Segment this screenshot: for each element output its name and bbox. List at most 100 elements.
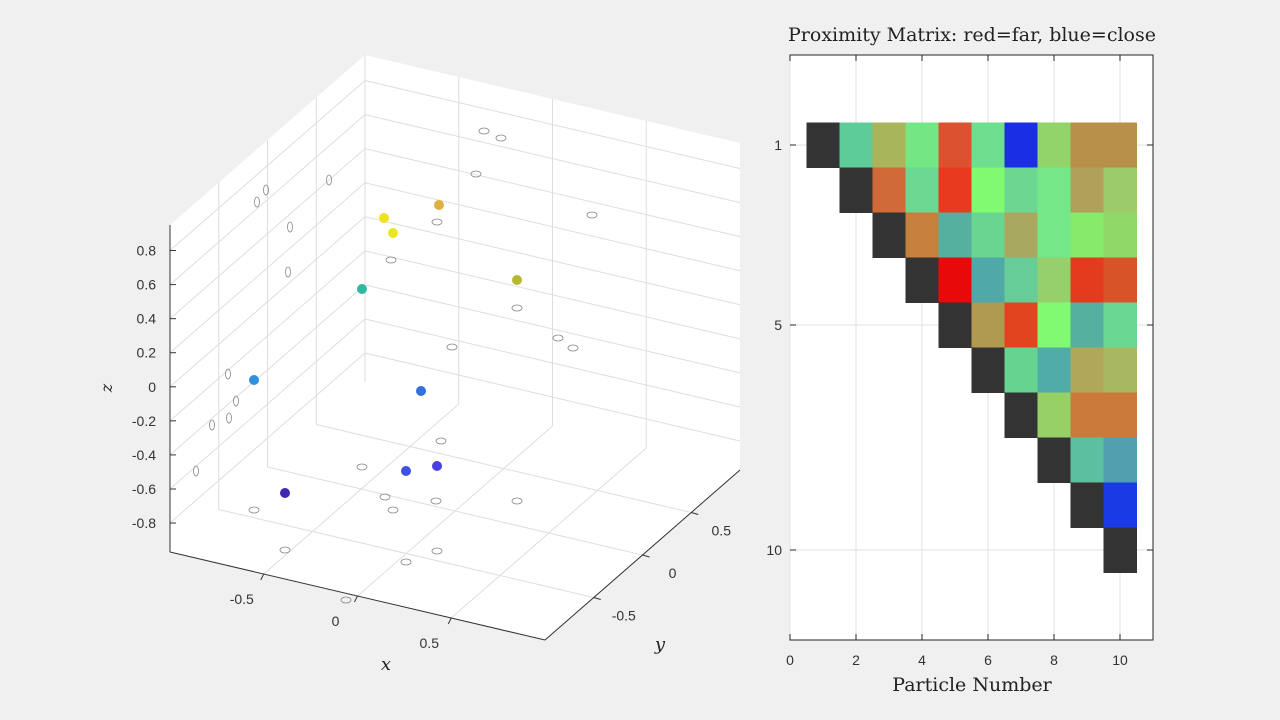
projection-marker bbox=[285, 266, 291, 278]
x-tick-label: 4 bbox=[918, 652, 926, 668]
gridline bbox=[364, 148, 741, 238]
z-tick-label: -0.6 bbox=[132, 481, 156, 497]
gridline bbox=[267, 466, 643, 556]
data-point bbox=[388, 228, 398, 238]
data-point bbox=[249, 375, 259, 385]
projection-marker bbox=[387, 506, 399, 514]
matrix-cell bbox=[1070, 212, 1104, 258]
matrix-cell bbox=[971, 302, 1005, 348]
x-tick bbox=[354, 595, 358, 603]
matrix-cell bbox=[905, 122, 939, 168]
y-tick-label: 0.5 bbox=[712, 523, 732, 539]
y-tick-label: 10 bbox=[766, 542, 782, 558]
matrix-cell bbox=[971, 122, 1005, 168]
projection-marker bbox=[431, 547, 443, 555]
matrix-cell bbox=[971, 257, 1005, 303]
matrix-cell bbox=[1103, 392, 1137, 438]
gridline bbox=[169, 148, 366, 320]
projection-marker bbox=[193, 465, 199, 477]
gridline bbox=[169, 216, 366, 388]
projection-marker bbox=[431, 218, 443, 226]
data-points-3d bbox=[193, 127, 598, 604]
gridline bbox=[169, 114, 366, 285]
projection-marker bbox=[254, 196, 260, 208]
z-tick-label: -0.8 bbox=[132, 515, 156, 531]
z-tick-label: 0.2 bbox=[137, 345, 157, 361]
matrix-cell bbox=[1103, 167, 1137, 213]
y-tick-label: 5 bbox=[774, 317, 782, 333]
y-tick-label: 1 bbox=[774, 137, 782, 153]
gridline bbox=[364, 318, 741, 408]
matrix-cell bbox=[1004, 347, 1038, 393]
heatmap-ticks: 0 2 4 6 8 10 1 5 10 bbox=[766, 55, 1153, 668]
matrix-cell bbox=[1070, 302, 1104, 348]
projection-marker bbox=[552, 334, 564, 342]
gridline bbox=[364, 80, 741, 170]
heatmap-cells bbox=[806, 122, 1137, 573]
projection-marker bbox=[400, 558, 412, 566]
data-point bbox=[416, 386, 426, 396]
projection-marker bbox=[226, 412, 232, 424]
data-point bbox=[512, 275, 522, 285]
matrix-cell bbox=[1103, 347, 1137, 393]
projection-marker bbox=[263, 184, 269, 196]
projection-marker bbox=[470, 170, 482, 178]
y-tick bbox=[691, 512, 699, 515]
matrix-cell bbox=[1037, 392, 1071, 438]
gridline bbox=[169, 250, 366, 422]
matrix-cell bbox=[971, 347, 1005, 393]
data-point bbox=[434, 200, 444, 210]
projection-marker bbox=[511, 497, 523, 505]
matrix-cell bbox=[1037, 347, 1071, 393]
matrix-cell bbox=[938, 212, 972, 258]
matrix-cell bbox=[971, 167, 1005, 213]
matrix-cell bbox=[1103, 527, 1137, 573]
gridline bbox=[364, 182, 741, 272]
matrix-cell bbox=[1070, 392, 1104, 438]
y-tick bbox=[593, 597, 601, 600]
projection-marker bbox=[209, 419, 215, 431]
matrix-cell bbox=[1004, 392, 1038, 438]
y-tick-label: 0 bbox=[669, 565, 677, 581]
matrix-cell bbox=[1004, 167, 1038, 213]
projection-marker bbox=[356, 463, 368, 471]
projection-marker bbox=[430, 497, 442, 505]
projection-marker bbox=[248, 506, 260, 514]
z-tick-label: -0.4 bbox=[132, 447, 156, 463]
matrix-cell bbox=[1004, 257, 1038, 303]
matrix-cell bbox=[1070, 257, 1104, 303]
gridline bbox=[364, 250, 741, 340]
x-tick bbox=[447, 617, 452, 625]
x-tick-label: 2 bbox=[852, 652, 860, 668]
matrix-cell bbox=[1037, 167, 1071, 213]
x-tick-label: 6 bbox=[984, 652, 992, 668]
projection-marker bbox=[511, 304, 523, 312]
gridline bbox=[169, 284, 366, 456]
matrix-cell bbox=[938, 122, 972, 168]
projection-marker bbox=[225, 368, 231, 380]
matrix-cell bbox=[1103, 122, 1137, 168]
projection-marker bbox=[586, 211, 598, 219]
matrix-cell bbox=[1070, 347, 1104, 393]
matrix-cell bbox=[1103, 302, 1137, 348]
plot-area bbox=[789, 54, 1154, 641]
matrix-cell bbox=[1103, 437, 1137, 483]
projection-marker bbox=[478, 127, 490, 135]
gridline bbox=[218, 509, 594, 598]
gridline bbox=[364, 284, 741, 374]
z-axis-label: z bbox=[97, 383, 116, 393]
z-tick-label: -0.2 bbox=[132, 413, 156, 429]
matrix-cell bbox=[1103, 482, 1137, 528]
projection-marker bbox=[567, 344, 579, 352]
matrix-cell bbox=[971, 212, 1005, 258]
matrix-cell bbox=[1037, 302, 1071, 348]
x-tick-label: -0.5 bbox=[230, 591, 254, 607]
gridline bbox=[169, 80, 366, 251]
gridline bbox=[169, 182, 366, 354]
y-axis-label: y bbox=[654, 634, 666, 655]
matrix-cell bbox=[839, 167, 873, 213]
x-tick-label: 10 bbox=[1112, 652, 1128, 668]
gridline bbox=[364, 114, 741, 204]
matrix-cell bbox=[905, 212, 939, 258]
matrix-cell bbox=[938, 167, 972, 213]
